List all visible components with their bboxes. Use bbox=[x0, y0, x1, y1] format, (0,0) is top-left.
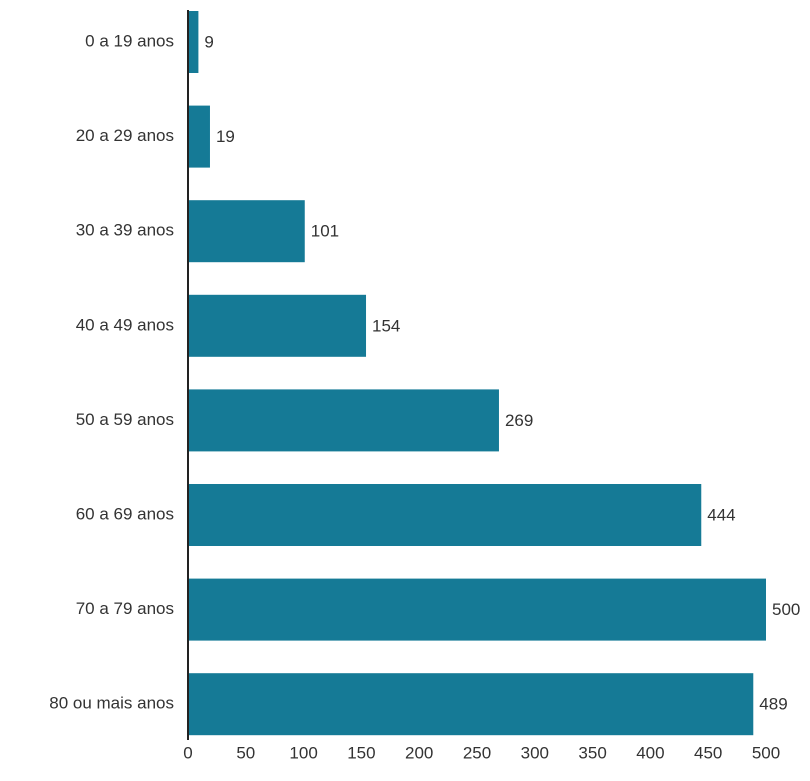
category-label-60-a-69-anos: 60 a 69 anos bbox=[76, 504, 174, 523]
bar-0-a-19-anos bbox=[188, 11, 199, 73]
data-label-50-a-59-anos: 269 bbox=[505, 411, 533, 430]
data-label-0-a-19-anos: 9 bbox=[204, 32, 213, 51]
bar-50-a-59-anos bbox=[188, 389, 499, 452]
x-tick-label-150: 150 bbox=[347, 743, 375, 762]
x-tick-label-300: 300 bbox=[521, 743, 549, 762]
bar-60-a-69-anos bbox=[188, 484, 702, 546]
bar-80-ou-mais-anos bbox=[188, 673, 754, 736]
category-label-30-a-39-anos: 30 a 39 anos bbox=[76, 221, 174, 240]
x-tick-labels-group: 0 50 100 150 200 250 300 350 400 450 500 bbox=[183, 743, 780, 762]
data-label-20-a-29-anos: 19 bbox=[216, 127, 235, 146]
data-label-40-a-49-anos: 154 bbox=[372, 316, 400, 335]
x-tick-label-400: 400 bbox=[636, 743, 664, 762]
x-tick-label-200: 200 bbox=[405, 743, 433, 762]
bar-70-a-79-anos bbox=[188, 578, 766, 641]
bar-30-a-39-anos bbox=[188, 200, 305, 263]
data-label-30-a-39-anos: 101 bbox=[311, 222, 339, 241]
x-tick-label-500: 500 bbox=[752, 743, 780, 762]
bars-group bbox=[188, 11, 766, 736]
x-tick-label-450: 450 bbox=[694, 743, 722, 762]
bar-20-a-29-anos bbox=[188, 105, 210, 168]
x-tick-label-50: 50 bbox=[236, 743, 255, 762]
category-labels-group: 0 a 19 anos 20 a 29 anos 30 a 39 anos 40 a … bbox=[49, 31, 174, 712]
category-label-70-a-79-anos: 70 a 79 anos bbox=[76, 599, 174, 618]
category-label-0-a-19-anos: 0 a 19 anos bbox=[85, 31, 174, 50]
data-label-70-a-79-anos: 500 bbox=[772, 600, 800, 619]
x-tick-label-350: 350 bbox=[578, 743, 606, 762]
data-label-80-ou-mais-anos: 489 bbox=[759, 695, 787, 714]
x-tick-label-250: 250 bbox=[463, 743, 491, 762]
x-tick-label-100: 100 bbox=[289, 743, 317, 762]
data-label-60-a-69-anos: 444 bbox=[707, 505, 735, 524]
category-label-20-a-29-anos: 20 a 29 anos bbox=[76, 126, 174, 145]
category-label-50-a-59-anos: 50 a 59 anos bbox=[76, 410, 174, 429]
category-label-80-ou-mais-anos: 80 ou mais anos bbox=[49, 694, 174, 713]
bar-40-a-49-anos bbox=[188, 294, 367, 357]
value-labels-group: 9 19 101 154 269 444 500 489 bbox=[204, 32, 800, 713]
x-tick-label-0: 0 bbox=[183, 743, 192, 762]
category-label-40-a-49-anos: 40 a 49 anos bbox=[76, 315, 174, 334]
